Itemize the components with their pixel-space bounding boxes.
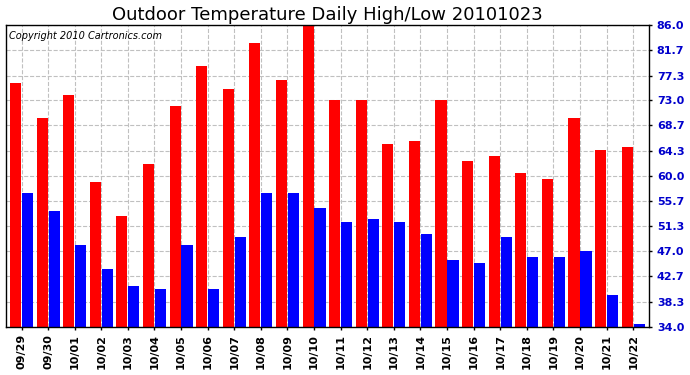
Bar: [208, 289, 219, 327]
Bar: [155, 289, 166, 327]
Bar: [276, 80, 287, 327]
Bar: [75, 245, 86, 327]
Bar: [607, 295, 618, 327]
Bar: [622, 147, 633, 327]
Bar: [595, 150, 607, 327]
Bar: [249, 42, 261, 327]
Bar: [262, 193, 273, 327]
Bar: [128, 286, 139, 327]
Bar: [10, 83, 21, 327]
Bar: [196, 66, 207, 327]
Bar: [554, 257, 565, 327]
Bar: [527, 257, 538, 327]
Bar: [368, 219, 379, 327]
Bar: [382, 144, 393, 327]
Bar: [170, 106, 181, 327]
Bar: [341, 222, 352, 327]
Bar: [288, 193, 299, 327]
Title: Outdoor Temperature Daily High/Low 20101023: Outdoor Temperature Daily High/Low 20101…: [112, 6, 543, 24]
Bar: [355, 100, 367, 327]
Bar: [447, 260, 459, 327]
Bar: [117, 216, 128, 327]
Bar: [63, 94, 75, 327]
Bar: [435, 100, 446, 327]
Bar: [515, 173, 526, 327]
Bar: [421, 234, 432, 327]
Bar: [580, 251, 591, 327]
Bar: [462, 161, 473, 327]
Bar: [37, 118, 48, 327]
Bar: [329, 100, 340, 327]
Bar: [501, 237, 512, 327]
Bar: [409, 141, 420, 327]
Bar: [489, 156, 500, 327]
Bar: [315, 208, 326, 327]
Bar: [181, 245, 193, 327]
Bar: [235, 237, 246, 327]
Bar: [394, 222, 406, 327]
Bar: [101, 268, 113, 327]
Bar: [223, 89, 234, 327]
Text: Copyright 2010 Cartronics.com: Copyright 2010 Cartronics.com: [9, 31, 161, 41]
Bar: [542, 179, 553, 327]
Bar: [90, 182, 101, 327]
Bar: [22, 193, 33, 327]
Bar: [569, 118, 580, 327]
Bar: [48, 211, 59, 327]
Bar: [474, 263, 485, 327]
Bar: [302, 20, 314, 327]
Bar: [633, 324, 644, 327]
Bar: [143, 164, 154, 327]
